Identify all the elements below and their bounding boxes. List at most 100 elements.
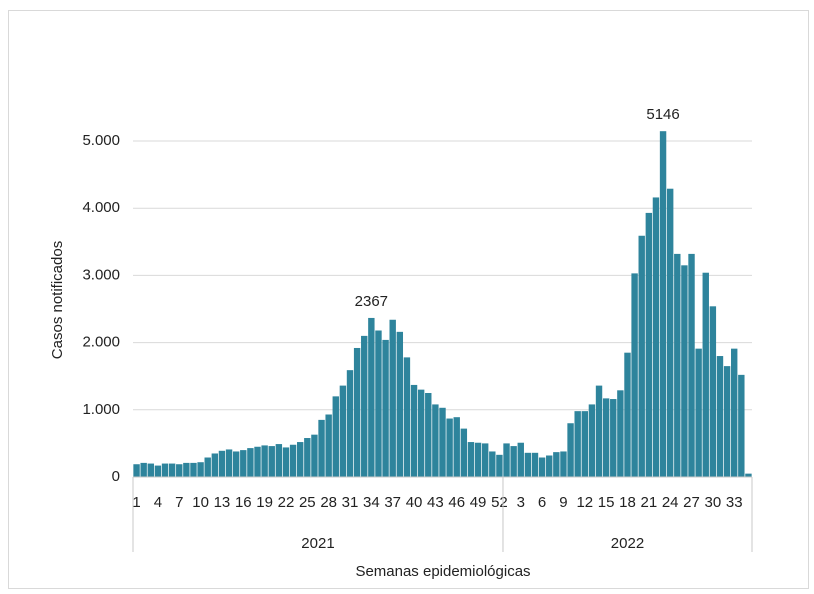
x-tick-label: 12 — [576, 494, 593, 511]
x-tick-label: 34 — [363, 494, 380, 511]
bar — [361, 335, 368, 477]
bar — [531, 452, 539, 477]
bar — [168, 463, 176, 477]
bar — [702, 272, 709, 477]
x-tick-label: 22 — [278, 494, 295, 511]
bar — [218, 450, 226, 477]
bar — [190, 462, 197, 477]
bar — [140, 462, 147, 477]
x-tick-label: 18 — [619, 494, 636, 511]
bar — [375, 330, 382, 477]
bar — [731, 348, 738, 477]
bar — [247, 448, 254, 477]
bar — [353, 347, 361, 477]
bar — [296, 442, 304, 477]
bar — [638, 235, 645, 477]
bar — [631, 273, 638, 477]
x-tick-label: 9 — [559, 494, 567, 511]
bar — [595, 385, 603, 477]
y-tick-label: 1.000 — [82, 401, 120, 418]
y-tick-label: 5.000 — [82, 132, 120, 149]
bar — [538, 457, 546, 477]
bar — [389, 319, 396, 477]
bar — [666, 188, 674, 477]
bar — [489, 451, 496, 477]
x-tick-label: 40 — [406, 494, 423, 511]
chart-border — [8, 10, 809, 589]
bar — [176, 464, 183, 477]
x-tick-label: 16 — [235, 494, 252, 511]
x-tick-label: 37 — [384, 494, 401, 511]
bar — [553, 452, 560, 477]
bar — [133, 464, 140, 477]
bar — [709, 306, 717, 477]
bar — [610, 399, 617, 477]
bar — [275, 444, 283, 477]
bar — [652, 197, 660, 477]
bar — [211, 453, 219, 477]
bar — [154, 465, 162, 477]
x-axis-title: Semanas epidemiológicas — [355, 563, 530, 580]
bar — [410, 384, 418, 477]
bar — [197, 462, 204, 477]
x-tick-label: 43 — [427, 494, 444, 511]
bar — [289, 444, 297, 477]
bar — [645, 212, 653, 478]
bar — [282, 447, 290, 477]
x-tick-label: 15 — [598, 494, 615, 511]
bar — [304, 438, 311, 477]
bar — [417, 389, 425, 477]
bar — [240, 450, 247, 477]
bar — [432, 404, 439, 477]
bar — [745, 473, 752, 477]
bar — [659, 131, 667, 478]
bar — [588, 404, 596, 477]
x-tick-label: 52 — [491, 494, 508, 511]
y-axis-title: Casos notificados — [49, 241, 66, 359]
bar — [254, 446, 261, 477]
x-tick-label: 10 — [192, 494, 209, 511]
bar — [481, 443, 489, 477]
x-tick-label: 27 — [683, 494, 700, 511]
bar — [147, 463, 154, 477]
y-tick-label: 4.000 — [82, 199, 120, 216]
bar — [524, 452, 532, 477]
bar — [339, 385, 347, 477]
bar — [602, 398, 610, 477]
bar — [560, 451, 567, 477]
bar — [232, 451, 240, 477]
bar — [567, 423, 574, 477]
bar — [581, 411, 589, 477]
bar — [382, 339, 389, 477]
bar — [574, 411, 581, 477]
bar — [681, 265, 688, 477]
bar — [311, 434, 318, 477]
x-tick-label: 13 — [214, 494, 231, 511]
bar — [723, 366, 731, 477]
x-tick-label: 1 — [132, 494, 140, 511]
bar — [225, 449, 233, 477]
bar — [460, 428, 468, 477]
x-tick-label: 46 — [448, 494, 465, 511]
bar — [261, 445, 268, 477]
bar — [268, 446, 275, 477]
y-tick-label: 3.000 — [82, 266, 120, 283]
bar — [624, 352, 631, 477]
bar — [439, 407, 446, 477]
bar — [688, 253, 695, 477]
group-label: 2021 — [301, 535, 334, 552]
bar — [325, 414, 332, 477]
x-tick-label: 49 — [470, 494, 487, 511]
y-tick-label: 2.000 — [82, 334, 120, 351]
x-tick-label: 31 — [342, 494, 359, 511]
x-tick-label: 25 — [299, 494, 316, 511]
bar — [738, 374, 745, 477]
bar — [546, 455, 553, 477]
bar — [474, 442, 482, 477]
x-tick-label: 28 — [320, 494, 337, 511]
data-label: 2367 — [355, 293, 388, 310]
bar — [503, 443, 510, 477]
bar — [204, 457, 211, 477]
x-tick-label: 33 — [726, 494, 743, 511]
